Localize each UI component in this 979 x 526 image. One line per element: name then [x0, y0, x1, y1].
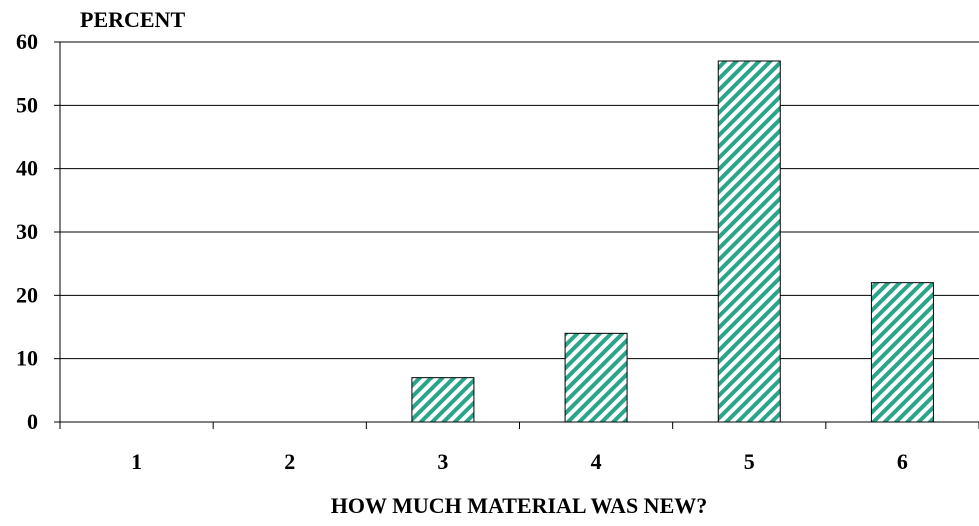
- bar: [870, 282, 934, 423]
- x-tick-label: 1: [131, 449, 142, 474]
- bar: [717, 60, 781, 423]
- x-tick-label: 4: [591, 449, 602, 474]
- y-tick-label: 10: [16, 346, 38, 371]
- x-tick-label: 6: [897, 449, 908, 474]
- labels: PERCENT HOW MUCH MATERIAL WAS NEW? 0 10 20…: [16, 7, 908, 518]
- y-tick-label: 30: [16, 219, 38, 244]
- x-tick-label: 2: [284, 449, 295, 474]
- bar: [564, 332, 628, 423]
- y-tick-label: 60: [16, 29, 38, 54]
- y-tick-label: 20: [16, 282, 38, 307]
- x-axis-title: HOW MUCH MATERIAL WAS NEW?: [331, 493, 708, 518]
- bars: [411, 60, 934, 423]
- y-axis-title: PERCENT: [80, 7, 185, 32]
- bar: [411, 377, 475, 423]
- y-tick-label: 50: [16, 92, 38, 117]
- axes: [54, 41, 979, 429]
- gridlines: [60, 41, 979, 360]
- x-tick-label: 3: [437, 449, 448, 474]
- y-tick-label: 40: [16, 156, 38, 181]
- y-tick-label: 0: [27, 409, 38, 434]
- x-tick-label: 5: [744, 449, 755, 474]
